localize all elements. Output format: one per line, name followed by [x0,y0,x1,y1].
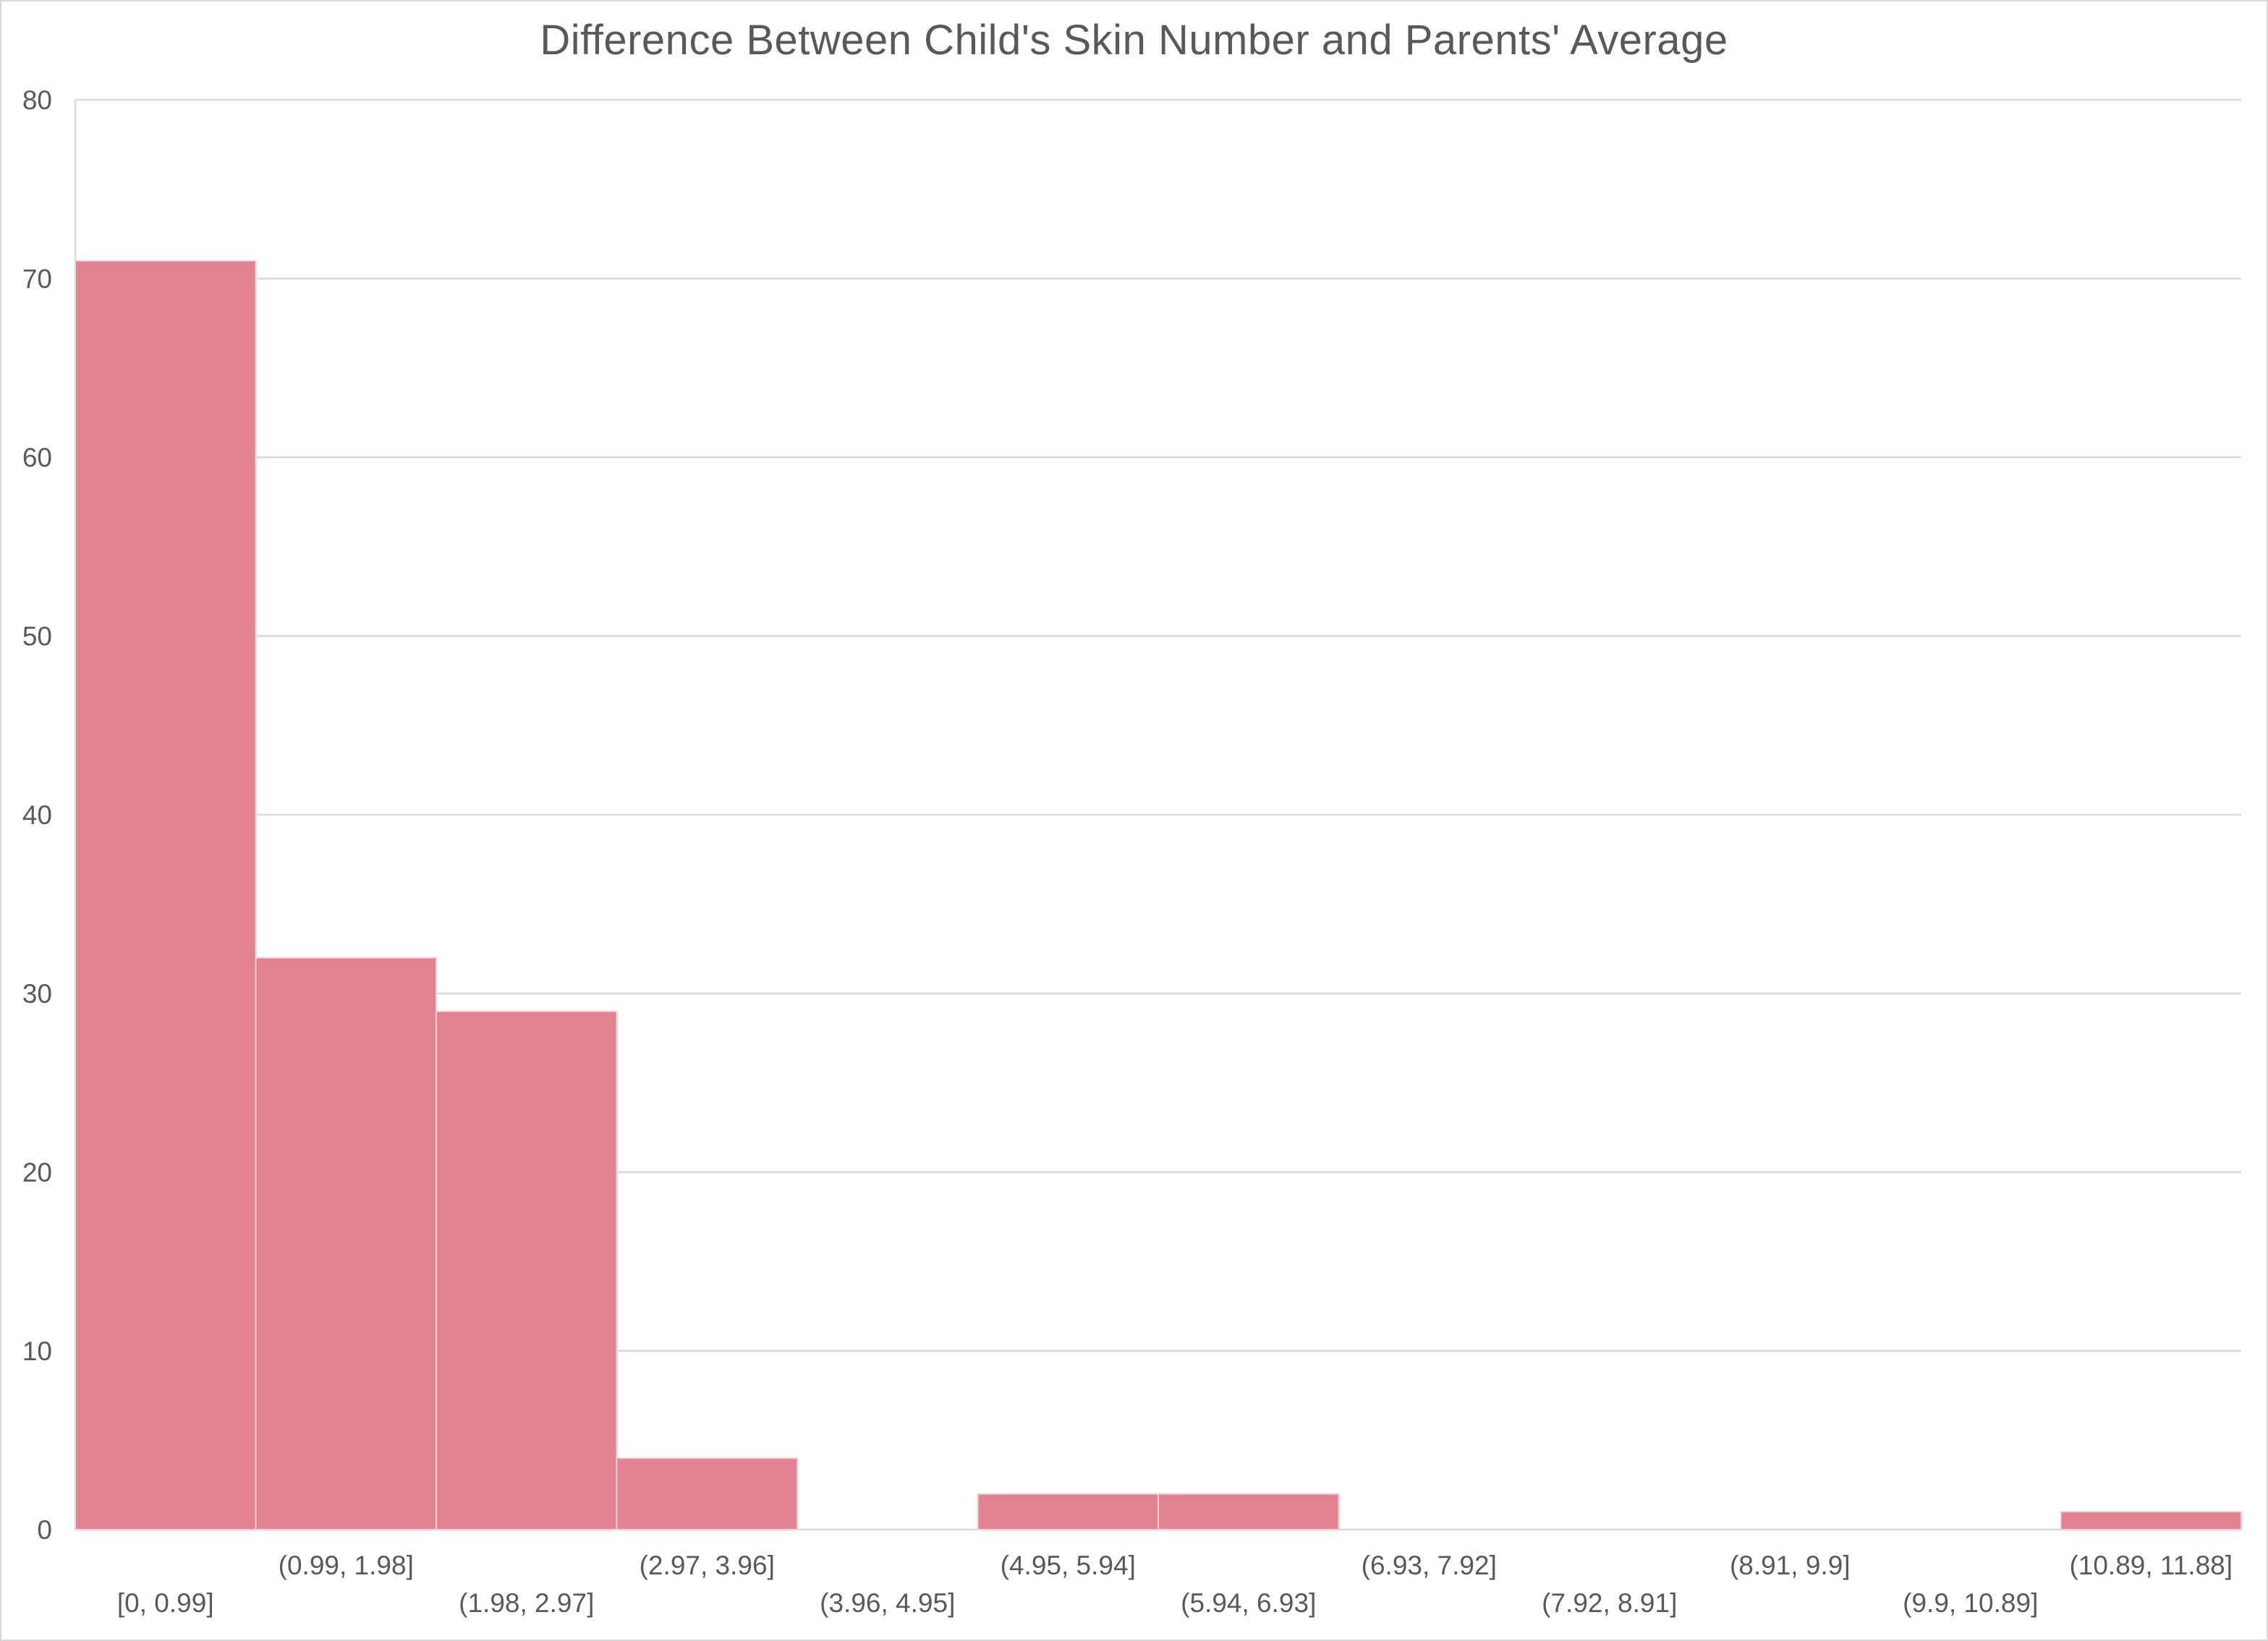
histogram-bar [436,1010,618,1530]
y-tick-label: 0 [37,1515,52,1545]
histogram-bar [2060,1511,2242,1531]
y-tick-label: 50 [22,622,52,651]
y-tick-label: 20 [22,1158,52,1187]
x-tick-label: (10.89, 11.88] [2069,1551,2233,1580]
x-tick-label: (8.91, 9.9] [1730,1551,1851,1580]
x-tick-label: (7.92, 8.91] [1542,1588,1677,1618]
y-tick-label: 10 [22,1336,52,1366]
x-tick-label: (6.93, 7.92] [1362,1551,1497,1580]
chart-title: Difference Between Child's Skin Number a… [540,17,1728,64]
y-tick-label: 60 [22,443,52,472]
y-tick-label: 70 [22,264,52,294]
x-tick-label: (1.98, 2.97] [459,1588,594,1618]
y-tick-label: 40 [22,800,52,830]
x-tick-label: [0, 0.99] [117,1588,214,1618]
histogram-bar [1158,1493,1340,1531]
x-tick-label: (9.9, 10.89] [1903,1588,2038,1618]
x-tick-label: (5.94, 6.93] [1181,1588,1316,1618]
histogram-bar [75,260,257,1530]
x-tick-label: (0.99, 1.98] [279,1551,414,1580]
y-tick-label: 30 [22,979,52,1009]
histogram-bar [616,1457,798,1530]
histogram-bar [977,1493,1159,1531]
y-tick-label: 80 [22,85,52,115]
x-tick-label: (4.95, 5.94] [1001,1551,1136,1580]
x-tick-label: (2.97, 3.96] [640,1551,775,1580]
x-tick-label: (3.96, 4.95] [820,1588,955,1618]
histogram-bar [255,957,437,1530]
